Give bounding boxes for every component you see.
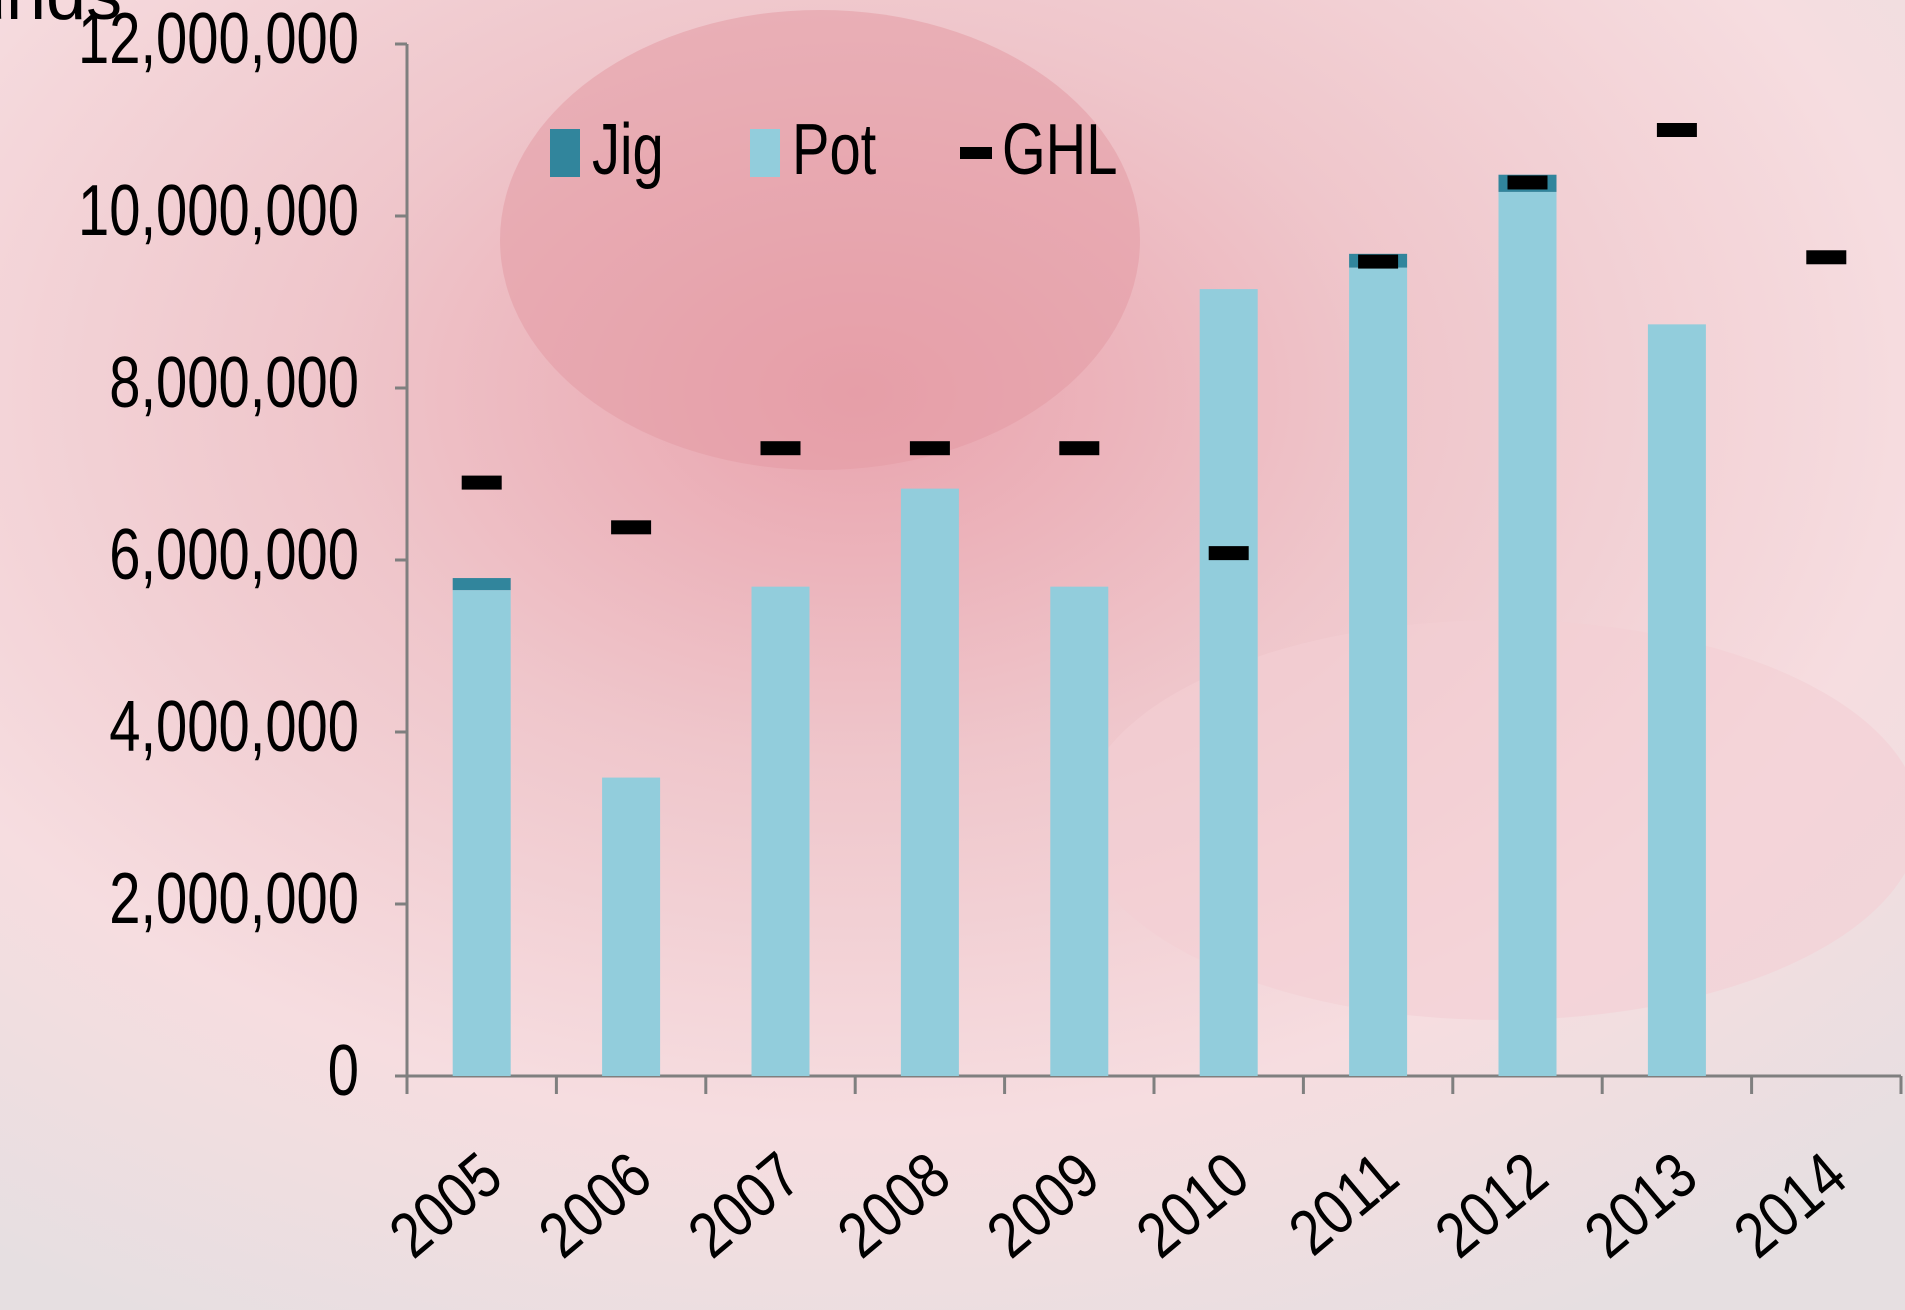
y-tick-label: 4,000,000: [109, 686, 359, 766]
legend-label: Jig: [592, 109, 664, 189]
legend-swatch: [960, 147, 992, 159]
bar-segment: [1050, 587, 1108, 1076]
bar-segment: [602, 778, 660, 1076]
bar-segment: [901, 489, 959, 1076]
y-tick-label: 2,000,000: [109, 858, 359, 938]
marker: [1657, 123, 1697, 137]
bar-segment: [752, 587, 810, 1076]
marker: [1358, 255, 1398, 269]
page: Pounds 02,000,0004,000,0006,000,0008,000…: [0, 0, 1905, 1310]
marker: [462, 476, 502, 490]
background-shape: [500, 10, 1140, 470]
bar-segment: [1499, 192, 1557, 1076]
y-tick-label: 8,000,000: [109, 342, 359, 422]
marker: [1806, 250, 1846, 264]
y-tick-label: 12,000,000: [78, 0, 359, 79]
legend-swatch: [550, 129, 580, 177]
marker: [1059, 441, 1099, 455]
legend-swatch: [750, 129, 780, 177]
bar-segment: [1648, 324, 1706, 1076]
marker: [910, 441, 950, 455]
bar-segment: [453, 578, 511, 590]
marker: [761, 441, 801, 455]
bar-segment: [1349, 268, 1407, 1076]
bar-segment: [1200, 289, 1258, 1076]
marker: [611, 520, 651, 534]
legend-label: GHL: [1002, 109, 1117, 189]
y-tick-label: 6,000,000: [109, 514, 359, 594]
marker: [1209, 546, 1249, 560]
marker: [1508, 175, 1548, 189]
y-tick-label: 0: [328, 1030, 359, 1110]
chart: Pounds 02,000,0004,000,0006,000,0008,000…: [0, 0, 1905, 1310]
bar-segment: [453, 590, 511, 1076]
legend-label: Pot: [792, 109, 876, 189]
y-tick-label: 10,000,000: [78, 170, 359, 250]
